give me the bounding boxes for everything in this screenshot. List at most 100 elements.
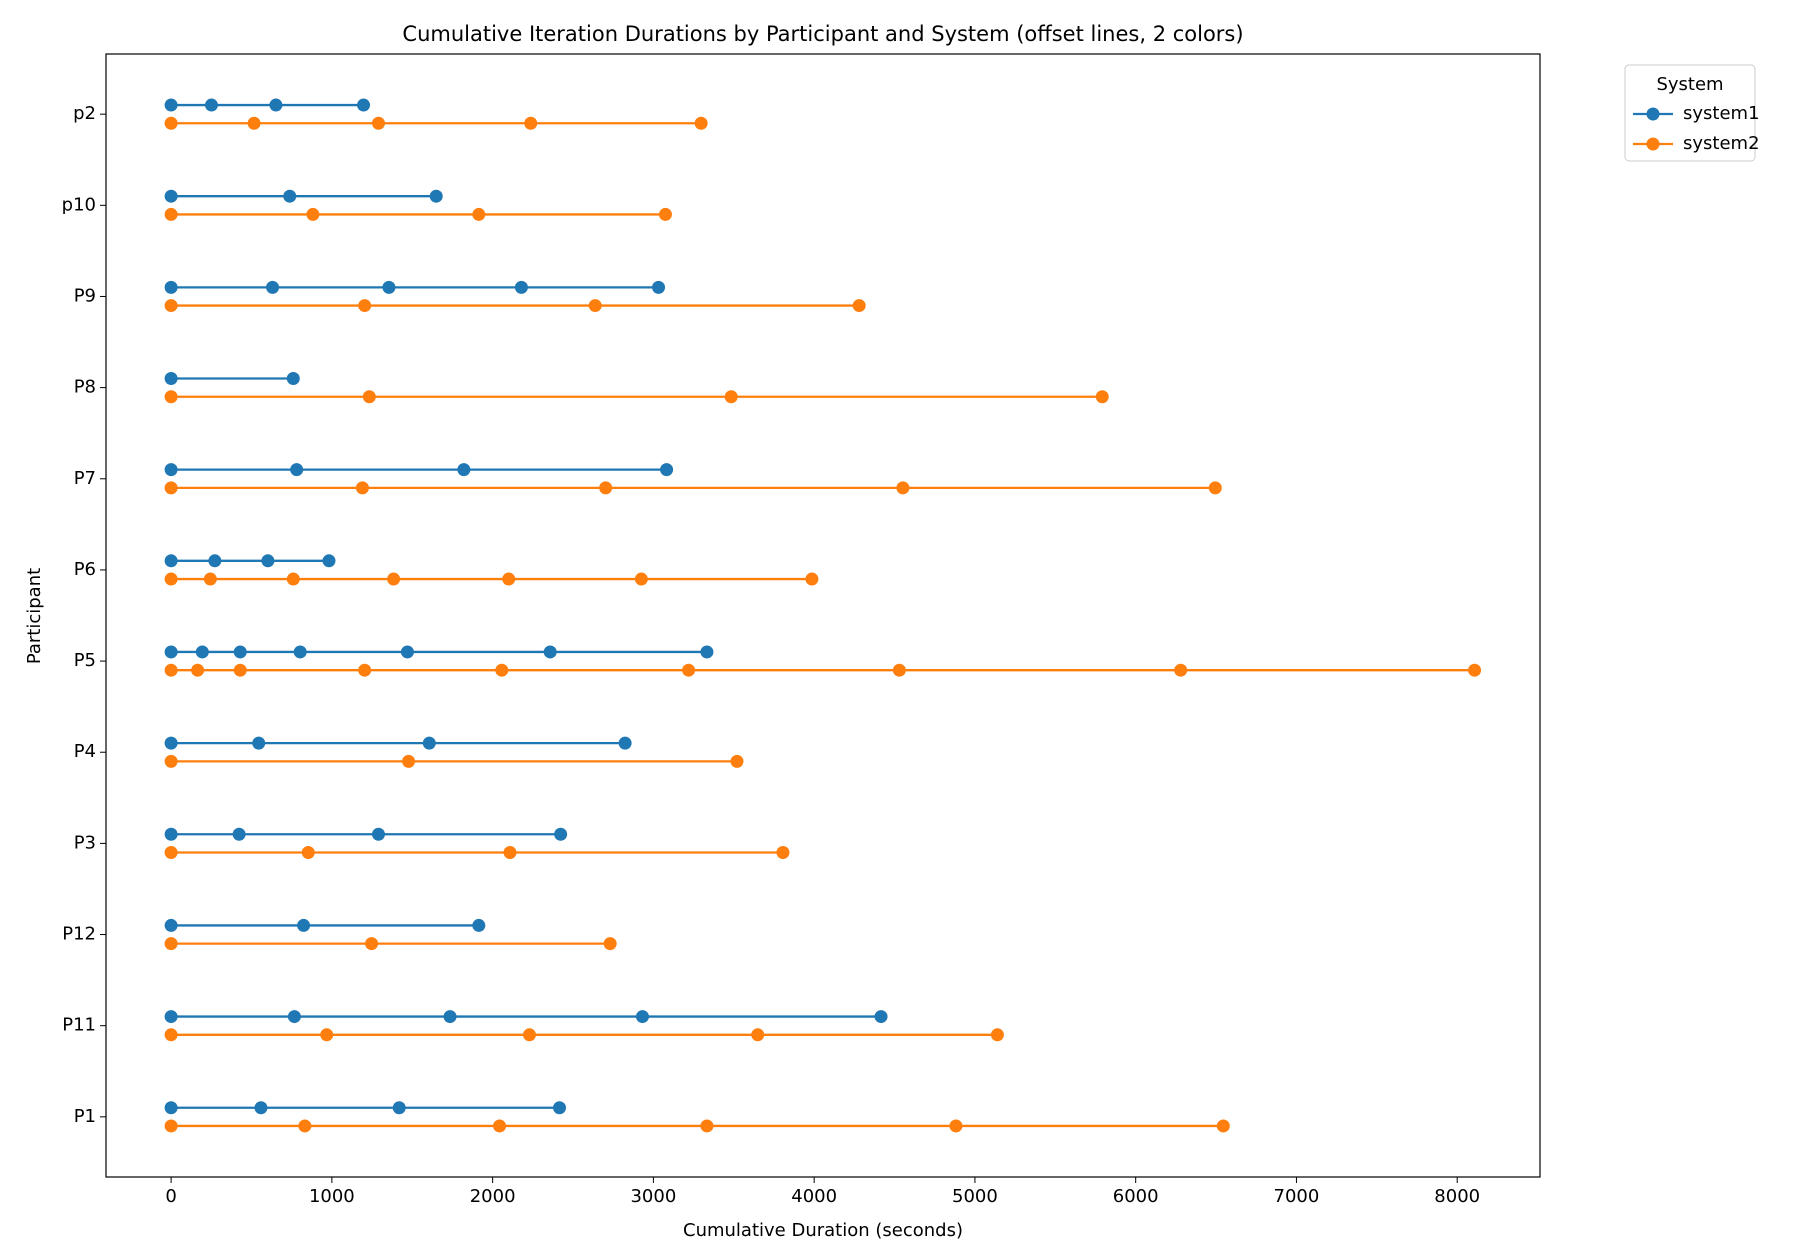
point	[362, 390, 376, 404]
point	[164, 572, 178, 586]
point	[195, 645, 209, 659]
point	[254, 1101, 268, 1115]
point	[233, 663, 247, 677]
point	[191, 663, 205, 677]
point	[266, 280, 280, 294]
point	[358, 663, 372, 677]
y-tick-label: P12	[62, 924, 96, 945]
point	[543, 645, 557, 659]
point	[700, 1119, 714, 1133]
point	[298, 1119, 312, 1133]
point	[164, 1010, 178, 1024]
point	[164, 98, 178, 112]
y-tick-label: p2	[73, 103, 96, 124]
point	[1468, 663, 1482, 677]
point	[164, 280, 178, 294]
point	[502, 572, 516, 586]
point	[261, 554, 275, 568]
point	[293, 645, 307, 659]
x-tick-label: 7000	[1274, 1186, 1320, 1207]
point	[658, 207, 672, 221]
point	[457, 463, 471, 477]
point	[892, 663, 906, 677]
point	[874, 1010, 888, 1024]
point	[1174, 663, 1188, 677]
point	[472, 918, 486, 932]
point	[805, 572, 819, 586]
point	[700, 645, 714, 659]
point	[751, 1028, 765, 1042]
y-tick-label: P11	[62, 1015, 96, 1036]
point	[357, 98, 371, 112]
point	[524, 116, 538, 130]
legend-title: System	[1656, 74, 1723, 95]
point	[164, 918, 178, 932]
x-tick-label: 1000	[309, 1186, 355, 1207]
point	[283, 189, 297, 203]
point	[164, 736, 178, 750]
point	[164, 390, 178, 404]
point	[164, 845, 178, 859]
point	[164, 1101, 178, 1115]
y-axis-label: Participant	[24, 568, 45, 664]
point	[164, 299, 178, 313]
point	[164, 207, 178, 221]
point	[164, 189, 178, 203]
point	[286, 572, 300, 586]
point	[730, 754, 744, 768]
plot-frame	[105, 53, 1541, 1178]
point	[233, 645, 247, 659]
point	[495, 663, 509, 677]
point	[203, 572, 217, 586]
point	[990, 1028, 1004, 1042]
point	[634, 572, 648, 586]
point	[371, 827, 385, 841]
point	[443, 1010, 457, 1024]
legend-marker	[1646, 107, 1660, 121]
point	[247, 116, 261, 130]
point	[306, 207, 320, 221]
point	[514, 280, 528, 294]
y-tick-label: P9	[74, 285, 96, 306]
legend-label: system1	[1683, 103, 1760, 124]
chart-title: Cumulative Iteration Durations by Partic…	[402, 22, 1243, 46]
point	[1216, 1119, 1230, 1133]
point	[618, 736, 632, 750]
point	[599, 481, 613, 495]
point	[164, 827, 178, 841]
y-tick-label: P5	[74, 650, 96, 671]
point	[164, 754, 178, 768]
point	[553, 1101, 567, 1115]
point	[365, 937, 379, 951]
point	[472, 207, 486, 221]
point	[1208, 481, 1222, 495]
point	[503, 845, 517, 859]
point	[164, 554, 178, 568]
x-tick-label: 4000	[791, 1186, 837, 1207]
x-tick-label: 2000	[470, 1186, 516, 1207]
point	[1095, 390, 1109, 404]
point	[660, 463, 674, 477]
point	[429, 189, 443, 203]
point	[232, 827, 246, 841]
x-tick-label: 8000	[1434, 1186, 1480, 1207]
point	[588, 299, 602, 313]
point	[164, 645, 178, 659]
legend-marker	[1646, 137, 1660, 151]
point	[286, 372, 300, 386]
point	[682, 663, 696, 677]
point	[301, 845, 315, 859]
y-tick-label: P6	[74, 559, 96, 580]
y-tick-label: P8	[74, 377, 96, 398]
point	[320, 1028, 334, 1042]
x-axis-label: Cumulative Duration (seconds)	[683, 1220, 963, 1241]
point	[252, 736, 266, 750]
point	[164, 663, 178, 677]
x-tick-label: 3000	[630, 1186, 676, 1207]
point	[371, 116, 385, 130]
point	[290, 463, 304, 477]
point	[949, 1119, 963, 1133]
y-tick-label: P1	[74, 1106, 96, 1127]
